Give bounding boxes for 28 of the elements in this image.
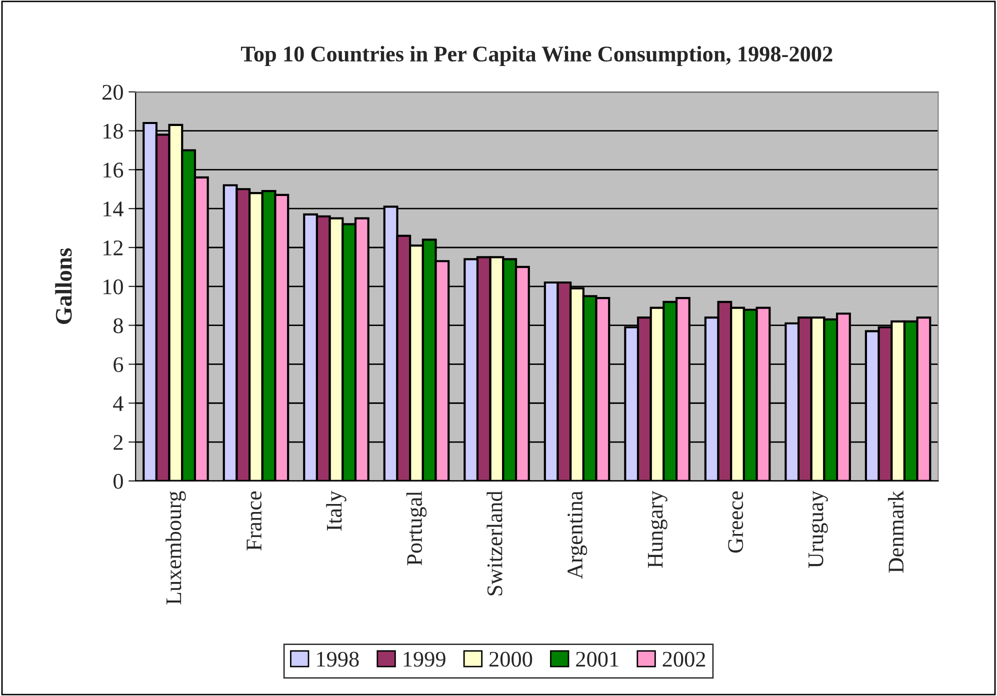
y-tick-label: 0 [114, 474, 123, 489]
y-axis-title: Gallons [55, 248, 72, 324]
chart-title: Top 10 Countries in Per Capita Wine Consumption, 1998-2002 [240, 46, 832, 66]
y-tick-label: 14 [104, 202, 124, 216]
y-tick-label: 10 [104, 279, 123, 294]
legend-label: 2001 [576, 652, 618, 667]
legend-label: 1998 [317, 652, 359, 667]
x-tick-label: Greece [728, 491, 744, 553]
y-tick-label: 20 [102, 84, 123, 100]
x-tick-label: Hungary [648, 490, 668, 568]
y-tick-label: 2 [114, 435, 123, 450]
y-tick-label: 8 [114, 318, 123, 334]
x-tick-label: Argentina [568, 490, 588, 579]
x-tick-label: Switzerland [486, 490, 502, 596]
x-tick-label: Uruguay [808, 490, 828, 568]
y-tick-label: 12 [104, 240, 123, 256]
y-tick-label: 16 [104, 162, 124, 178]
x-tick-label: Portugal [406, 491, 427, 566]
x-tick-label: France [246, 491, 262, 550]
x-tick-label: Luxembourg [166, 491, 186, 604]
x-tick-label: Italy [326, 490, 346, 531]
y-tick-label: 6 [114, 357, 124, 372]
legend-label: 1999 [404, 652, 446, 667]
x-tick-label: Denmark [888, 490, 904, 573]
legend-label: 2000 [489, 652, 532, 667]
y-tick-label: 4 [113, 396, 124, 411]
legend-label: 2002 [662, 652, 706, 667]
y-tick-label: 18 [104, 124, 123, 139]
